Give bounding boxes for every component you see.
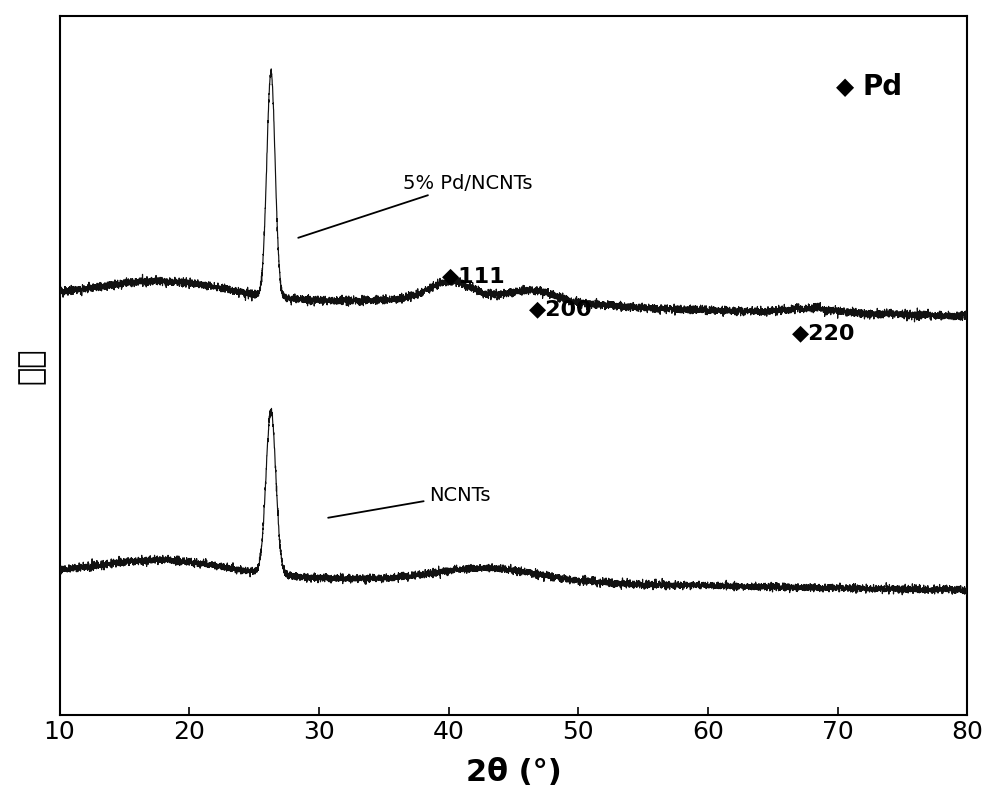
Text: ◆200: ◆200 [529, 300, 593, 319]
X-axis label: 2θ (°): 2θ (°) [466, 757, 561, 786]
Text: ◆: ◆ [836, 75, 854, 99]
Y-axis label: 强度: 强度 [17, 348, 46, 384]
Text: 5% Pd/NCNTs: 5% Pd/NCNTs [298, 173, 533, 238]
Text: Pd: Pd [863, 72, 903, 100]
Text: NCNTs: NCNTs [328, 486, 491, 518]
Text: ◆220: ◆220 [792, 323, 856, 342]
Text: ◆111: ◆111 [442, 266, 506, 286]
